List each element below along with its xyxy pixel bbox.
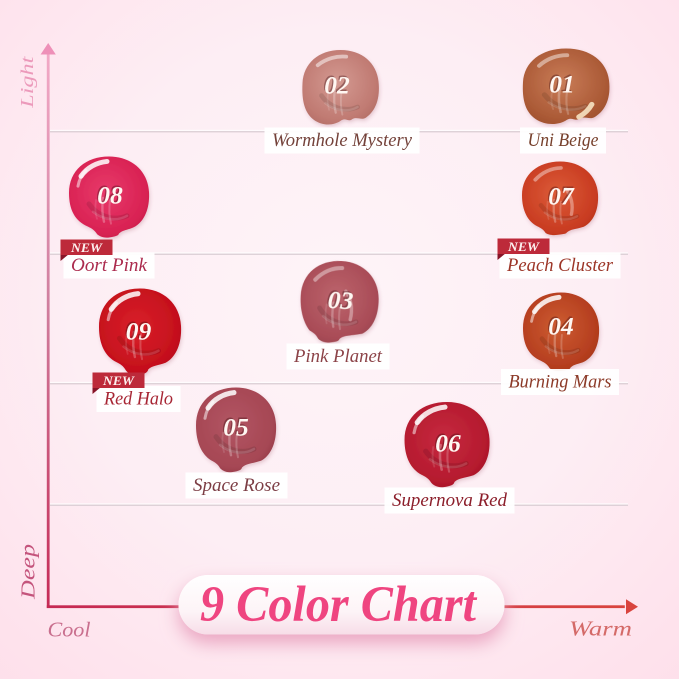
svg-text:Uni Beige: Uni Beige (528, 131, 599, 151)
svg-text:Warm: Warm (569, 617, 632, 641)
svg-text:NEW: NEW (70, 240, 104, 255)
svg-text:9 Color Chart: 9 Color Chart (200, 577, 478, 633)
svg-text:02: 02 (324, 71, 350, 100)
svg-text:Cool: Cool (48, 618, 91, 642)
svg-text:06: 06 (435, 429, 461, 458)
svg-text:05: 05 (222, 411, 248, 440)
svg-text:09: 09 (125, 315, 151, 344)
svg-text:Burning Mars: Burning Mars (509, 373, 612, 393)
svg-text:Peach Cluster: Peach Cluster (506, 256, 614, 276)
svg-text:01: 01 (548, 68, 574, 97)
svg-text:05: 05 (223, 413, 249, 442)
svg-text:03: 03 (327, 285, 354, 315)
svg-text:NEW: NEW (507, 239, 541, 254)
svg-text:Supernova Red: Supernova Red (392, 491, 508, 511)
svg-text:Light: Light (17, 55, 37, 109)
svg-text:01: 01 (549, 70, 575, 99)
svg-text:07: 07 (547, 180, 574, 209)
svg-text:08: 08 (96, 179, 122, 208)
svg-text:04: 04 (548, 312, 574, 341)
svg-text:NEW: NEW (102, 373, 136, 388)
svg-text:04: 04 (547, 310, 573, 339)
svg-text:Oort Pink: Oort Pink (71, 256, 148, 276)
svg-text:Wormhole Mystery: Wormhole Mystery (272, 131, 413, 151)
svg-text:Space Rose: Space Rose (193, 476, 280, 496)
svg-text:03: 03 (326, 284, 353, 314)
svg-text:Pink Planet: Pink Planet (293, 347, 383, 367)
svg-text:Red Halo: Red Halo (103, 390, 173, 410)
svg-text:07: 07 (548, 182, 575, 211)
svg-text:02: 02 (323, 69, 349, 98)
svg-text:08: 08 (97, 181, 123, 210)
svg-text:Deep: Deep (18, 544, 40, 600)
svg-text:06: 06 (434, 427, 460, 456)
svg-text:09: 09 (126, 317, 152, 346)
